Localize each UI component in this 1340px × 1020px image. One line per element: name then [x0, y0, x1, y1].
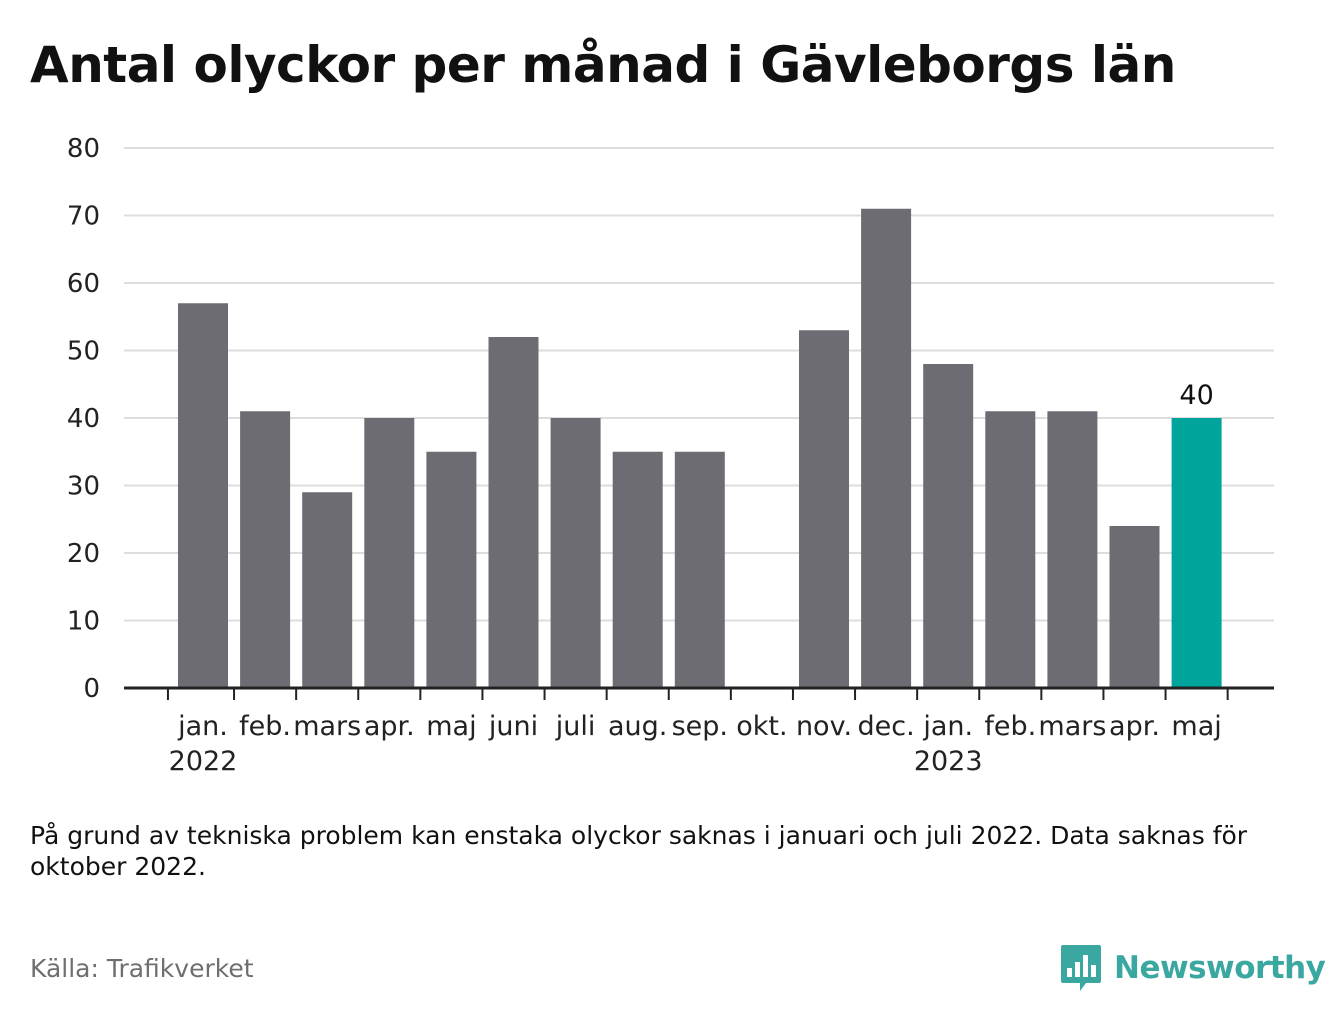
bar [612, 451, 663, 688]
y-tick-label: 10 [67, 607, 100, 637]
bar [178, 303, 228, 688]
y-tick-label: 40 [67, 404, 100, 434]
x-tick-label: aug. [608, 711, 667, 742]
source-credit: Källa: Trafikverket [30, 954, 254, 983]
x-tick-label: maj [426, 711, 476, 742]
y-tick-label: 0 [83, 674, 100, 704]
y-tick-label: 30 [67, 472, 100, 502]
x-tick-label: juni [488, 711, 538, 742]
x-tick-label: apr. [1109, 711, 1160, 742]
data-label: 40 [1179, 380, 1213, 411]
bar [985, 411, 1036, 688]
bars [178, 208, 1222, 688]
x-tick-label: feb. [239, 711, 291, 742]
chart-title: Antal olyckor per månad i Gävleborgs län [30, 36, 1176, 94]
x-axis-labels: jan. feb. mars apr. maj juni juli aug. sep. okt. n… [169, 711, 1222, 777]
x-tick-label: maj [1171, 711, 1221, 742]
x-tick-label: feb. [984, 711, 1036, 742]
bar [550, 418, 601, 688]
x-tick-label: dec. [858, 711, 915, 742]
x-tick-label: nov. [796, 711, 852, 742]
data-labels: 40 [1179, 380, 1213, 411]
chart-footnote: På grund av tekniska problem kan enstaka… [30, 821, 1248, 881]
x-tick-label: mars [1038, 711, 1106, 742]
bar [1109, 526, 1160, 688]
y-axis-ticks: 0 10 20 30 40 50 60 70 80 [67, 134, 100, 704]
x-tick-label: mars [293, 711, 361, 742]
bar [426, 451, 477, 688]
x-tick-label: jan. [177, 711, 228, 742]
brand-name: Newsworthy [1114, 950, 1326, 986]
bar [1047, 411, 1098, 688]
bar [364, 418, 415, 688]
bar [674, 451, 725, 688]
newsworthy-logo-icon [1061, 945, 1101, 991]
y-tick-label: 20 [67, 539, 100, 569]
x-tick-label: sep. [672, 711, 728, 742]
x-year-label: 2023 [914, 746, 983, 777]
y-tick-label: 80 [67, 134, 100, 164]
x-axis [124, 686, 1274, 700]
y-tick-label: 50 [67, 337, 100, 367]
y-tick-label: 70 [67, 202, 100, 232]
bar [861, 208, 912, 688]
bar [240, 411, 291, 688]
x-tick-label: apr. [364, 711, 415, 742]
x-tick-label: juli [555, 711, 596, 742]
brand-logo[interactable]: Newsworthy [1060, 940, 1326, 996]
y-tick-label: 60 [67, 269, 100, 299]
x-tick-label: okt. [736, 711, 787, 742]
bar [923, 364, 974, 688]
bar [488, 337, 539, 688]
x-tick-label: jan. [922, 711, 973, 742]
bar [1171, 418, 1222, 688]
x-year-label: 2022 [169, 746, 238, 777]
bar [302, 492, 353, 688]
bar [799, 330, 849, 688]
